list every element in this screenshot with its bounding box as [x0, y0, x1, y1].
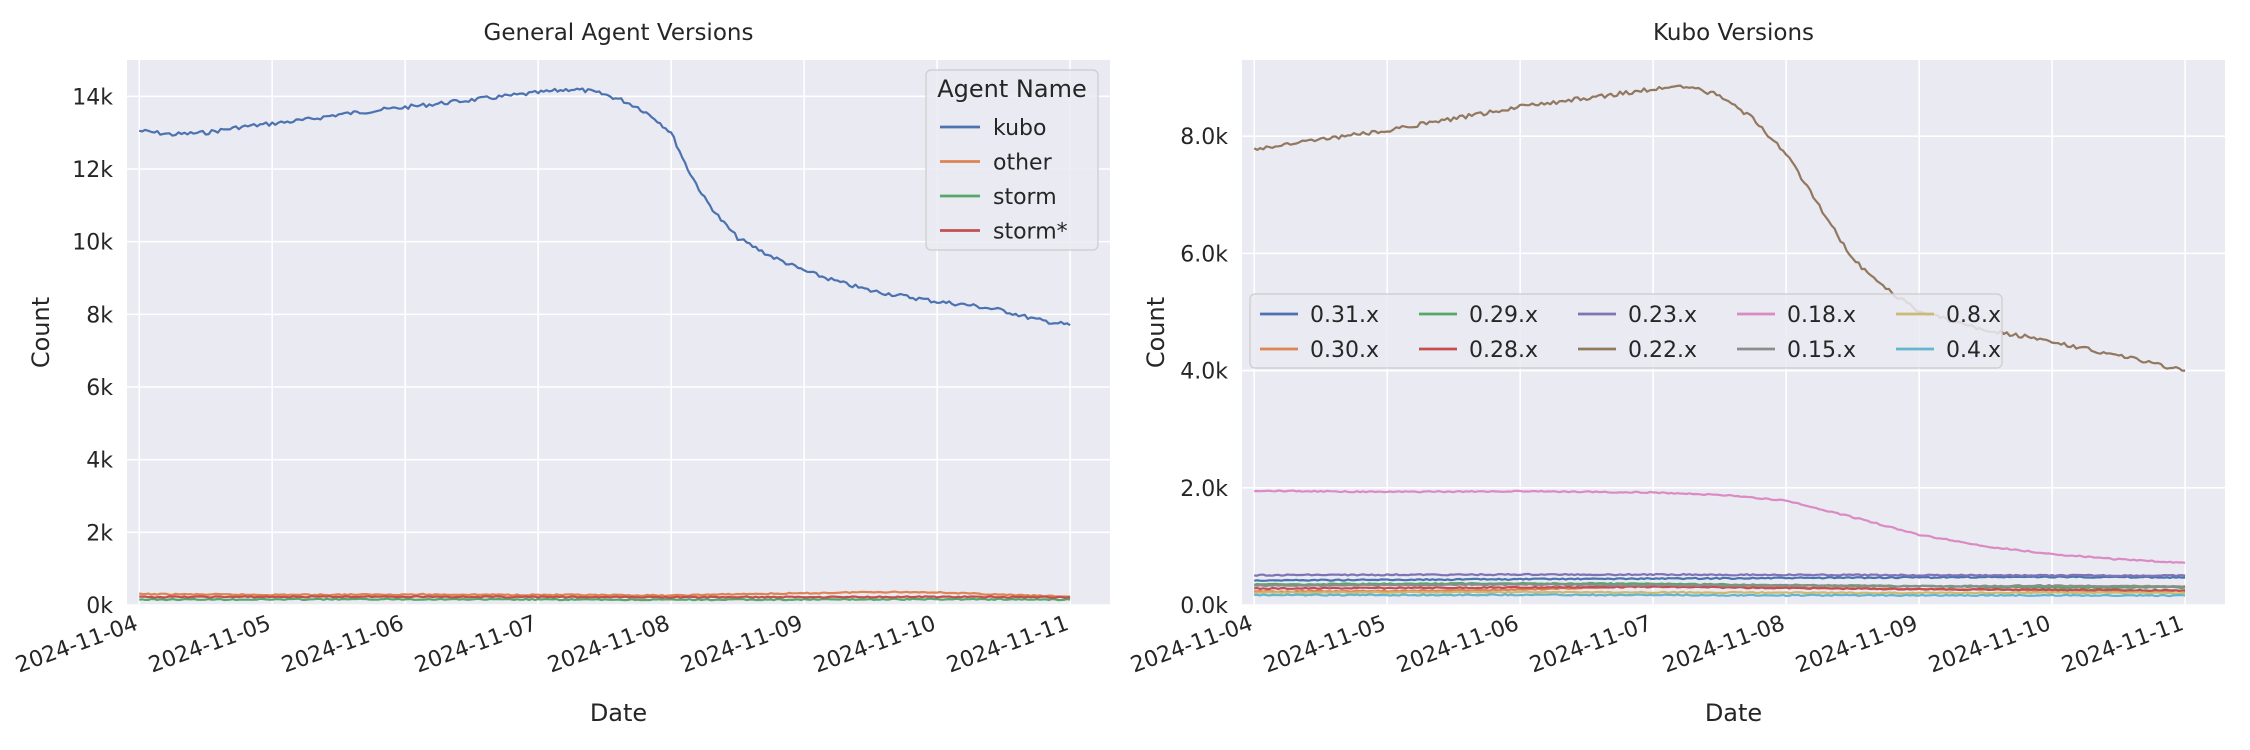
x-tick-label: 2024-11-10 [1925, 611, 2054, 678]
y-axis-label: Count [1142, 297, 1170, 368]
x-tick-label: 2024-11-07 [1527, 611, 1656, 678]
y-tick-label: 0k [86, 594, 113, 619]
x-tick-label: 2024-11-09 [1792, 611, 1921, 678]
y-tick-label: 2k [86, 521, 113, 546]
series-line-0.23.x [1254, 572, 2186, 578]
x-tick-label: 2024-11-06 [279, 611, 408, 678]
y-tick-label: 10k [72, 231, 113, 256]
series-line-storm* [139, 595, 1071, 599]
legend-label: storm* [993, 220, 1068, 245]
series-line-0.8.x [1254, 590, 2186, 595]
x-tick-label: 2024-11-05 [146, 611, 275, 678]
legend-label: 0.15.x [1787, 338, 1856, 363]
x-tick-label: 2024-11-08 [544, 611, 673, 678]
legend-label: kubo [993, 116, 1046, 141]
series-line-0.18.x [1254, 489, 2186, 564]
legend-label: 0.22.x [1628, 338, 1697, 363]
series-line-other [139, 590, 1071, 598]
x-tick-label: 2024-11-11 [2058, 611, 2187, 678]
legend-title: Agent Name [937, 75, 1086, 103]
y-tick-label: 4.0k [1180, 360, 1228, 385]
series-line-storm [139, 597, 1071, 602]
x-axis-label: Date [590, 699, 647, 727]
y-tick-label: 2.0k [1180, 477, 1228, 502]
series-line-0.22.x [1253, 84, 2186, 372]
chart-title: Kubo Versions [1653, 20, 1814, 46]
x-tick-label: 2024-11-11 [943, 611, 1072, 678]
series-line-0.28.x [1254, 585, 2186, 592]
x-tick-label: 2024-11-10 [810, 611, 939, 678]
x-tick-label: 2024-11-08 [1659, 611, 1788, 678]
y-tick-label: 4k [86, 449, 113, 474]
legend-label: 0.8.x [1946, 303, 2001, 328]
y-tick-label: 6k [86, 376, 113, 401]
legend-label: 0.18.x [1787, 303, 1856, 328]
x-tick-label: 2024-11-05 [1261, 611, 1390, 678]
chart-2: 0.0k 2.0k 4.0k 6.0k 8.0k 2024-11-04 2024-11-05… [1128, 20, 2225, 727]
series-line-kubo [138, 87, 1071, 327]
y-tick-label: 14k [72, 85, 113, 110]
x-tick-label: 2024-11-04 [13, 611, 142, 678]
series-line-0.15.x [1254, 582, 2186, 588]
y-axis-label: Count [27, 297, 55, 368]
x-tick-label: 2024-11-04 [1128, 611, 1257, 678]
x-tick-label: 2024-11-06 [1394, 611, 1523, 678]
legend-label: 0.30.x [1310, 338, 1379, 363]
y-tick-label: 6.0k [1180, 242, 1228, 267]
legend: 0.31.x 0.30.x 0.29.x 0.28.x 0.23.x 0.22.x 0.18… [1249, 293, 2003, 369]
y-tick-label: 8.0k [1180, 125, 1228, 150]
x-axis-label: Date [1705, 699, 1762, 727]
y-tick-label: 0.0k [1180, 594, 1228, 619]
legend-label: storm [993, 185, 1057, 210]
x-tick-label: 2024-11-07 [412, 611, 541, 678]
x-tick-label: 2024-11-09 [677, 611, 806, 678]
legend-label: 0.23.x [1628, 303, 1697, 328]
series-line-0.31.x [1254, 575, 2186, 582]
legend: Agent Name kubo other storm storm* [925, 69, 1099, 251]
y-tick-label: 12k [72, 158, 113, 183]
legend-label: 0.28.x [1469, 338, 1538, 363]
legend-label: 0.4.x [1946, 338, 2001, 363]
legend-label: 0.29.x [1469, 303, 1538, 328]
chart-title: General Agent Versions [484, 20, 754, 46]
y-tick-label: 8k [86, 303, 113, 328]
legend-label: other [993, 151, 1053, 176]
legend-label: 0.31.x [1310, 303, 1379, 328]
series-line-0.4.x [1254, 593, 2186, 598]
series-line-0.29.x [1253, 581, 2186, 590]
